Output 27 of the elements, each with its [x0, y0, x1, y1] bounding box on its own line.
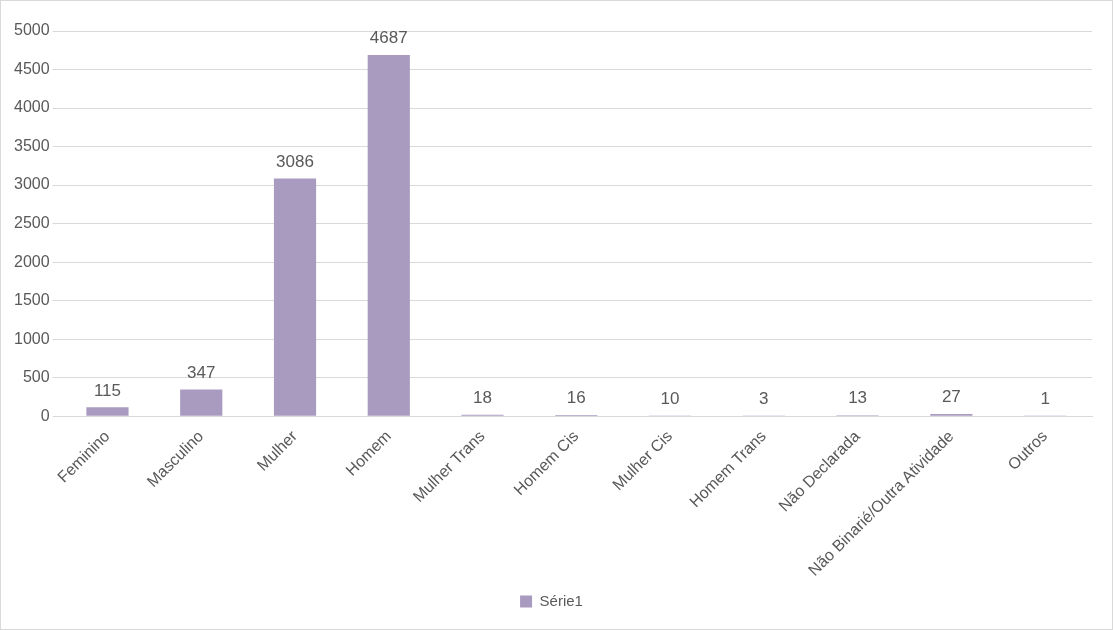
- data-label: 13: [848, 388, 868, 408]
- data-label: 347: [187, 362, 216, 382]
- data-label: 115: [93, 380, 122, 400]
- y-tick-label: 3000: [14, 175, 50, 193]
- y-tick-label: 5000: [14, 21, 50, 39]
- bar: [273, 178, 317, 416]
- bar: [367, 55, 410, 416]
- data-label: 3: [759, 389, 769, 409]
- data-label: 27: [941, 387, 961, 407]
- bar: [86, 407, 129, 416]
- y-tick-label: 3500: [14, 136, 50, 154]
- data-label: 16: [566, 388, 586, 408]
- data-label: 10: [660, 388, 680, 408]
- y-tick-label: 1000: [14, 329, 50, 347]
- data-label: 18: [473, 387, 492, 407]
- data-label: 4687: [369, 28, 408, 48]
- y-tick-label: 2000: [14, 252, 50, 270]
- y-tick-label: 500: [22, 368, 50, 386]
- y-tick-label: 2500: [14, 214, 50, 231]
- data-label: 1: [1040, 389, 1050, 409]
- data-label: 3086: [276, 151, 314, 171]
- y-tick-label: 4000: [14, 98, 50, 116]
- y-tick-label: 1500: [14, 291, 50, 309]
- y-tick-label: 0: [40, 406, 50, 424]
- bar: [180, 389, 223, 416]
- y-tick-label: 4500: [14, 59, 50, 77]
- legend-label: Série1: [539, 591, 583, 609]
